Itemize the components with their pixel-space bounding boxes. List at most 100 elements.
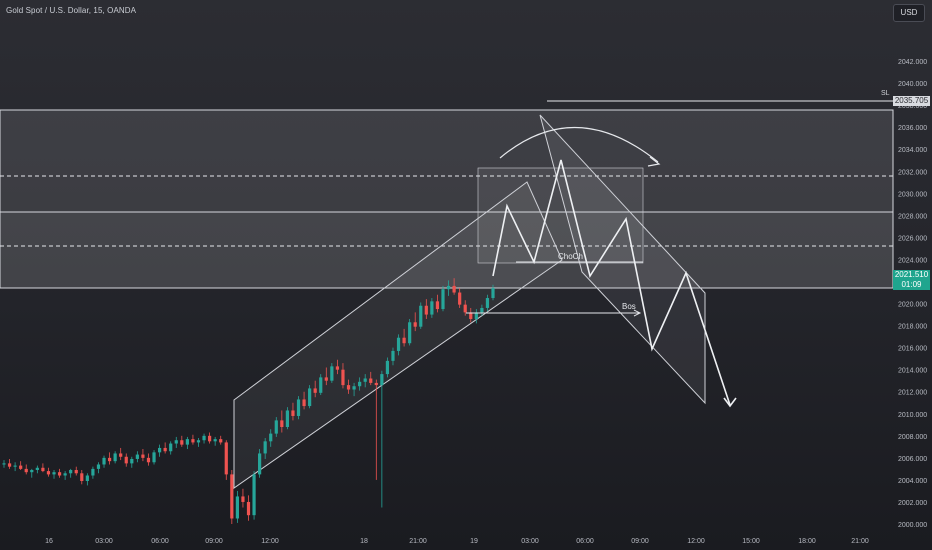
candle-body <box>185 439 189 445</box>
candle-body <box>41 467 45 472</box>
candle-body <box>146 457 151 463</box>
candle-body <box>385 360 390 375</box>
candle-body <box>7 463 12 467</box>
y-tick-label: 2034.000 <box>898 147 927 154</box>
y-tick-label: 2006.000 <box>898 456 927 463</box>
candle-body <box>235 496 239 519</box>
descending-channel <box>539 114 706 405</box>
candle-body <box>396 337 401 351</box>
candle-body <box>408 322 412 344</box>
bar-countdown: 01:09 <box>901 280 922 289</box>
x-tick-label: 21:00 <box>851 538 869 545</box>
channel-drawings <box>233 114 706 489</box>
x-tick-label: 18 <box>360 538 368 545</box>
candle-body <box>202 435 206 441</box>
candle-body <box>30 469 34 473</box>
candle-body <box>480 307 484 313</box>
candle-body <box>424 305 428 315</box>
time-axis[interactable]: 16 03:00 06:00 09:00 12:00 18 21:00 19 03:00 06:0… <box>45 538 869 545</box>
candle-body <box>96 464 101 469</box>
y-tick-label: 2002.000 <box>898 500 927 507</box>
candle-body <box>430 301 434 315</box>
arc-arrow <box>499 126 659 163</box>
candle-body <box>252 474 256 516</box>
candle-body <box>208 435 212 442</box>
candle-body <box>452 285 456 293</box>
candle-body <box>35 467 39 470</box>
candle-body <box>380 374 384 386</box>
candle-body <box>124 456 128 464</box>
candle-body <box>230 474 234 519</box>
candle-body <box>402 337 406 344</box>
candle-series <box>2 278 495 524</box>
candle-body <box>313 388 317 393</box>
candle-body <box>135 454 139 459</box>
candle-body <box>491 288 495 299</box>
candle-body <box>241 496 245 502</box>
price-axis[interactable]: 2000.000 2002.000 2004.000 2006.000 2008.000… <box>898 59 927 529</box>
candle-body <box>485 298 490 308</box>
candle-body <box>180 440 184 445</box>
y-tick-label: 2014.000 <box>898 368 927 375</box>
y-tick-label: 2018.000 <box>898 324 927 331</box>
candle-body <box>369 378 373 383</box>
choch-label: ChoCh <box>558 252 583 261</box>
x-tick-label: 21:00 <box>409 538 427 545</box>
candle-body <box>458 292 462 305</box>
candle-body <box>335 366 340 370</box>
candle-body <box>85 475 89 482</box>
y-tick-label: 2004.000 <box>898 478 927 485</box>
candle-body <box>352 386 356 390</box>
candle-body <box>191 439 195 443</box>
x-tick-label: 06:00 <box>576 538 594 545</box>
candle-body <box>224 442 228 475</box>
candle-body <box>308 388 312 407</box>
candle-body <box>441 289 445 310</box>
candle-body <box>119 453 123 457</box>
candle-body <box>285 410 289 427</box>
candle-body <box>2 463 6 465</box>
y-tick-label: 2012.000 <box>898 390 927 397</box>
candle-body <box>363 378 367 382</box>
candle-body <box>169 443 173 452</box>
x-tick-label: 09:00 <box>205 538 223 545</box>
candle-body <box>291 410 295 416</box>
currency-button[interactable]: USD <box>893 4 925 22</box>
candle-body <box>446 285 451 290</box>
candle-body <box>296 399 301 416</box>
candle-body <box>341 369 345 386</box>
candle-body <box>69 469 73 474</box>
y-tick-label: 2010.000 <box>898 412 927 419</box>
candle-body <box>52 472 56 475</box>
candle-body <box>274 420 278 434</box>
bos-label: Bos <box>622 302 636 311</box>
projection-drawings <box>466 126 737 408</box>
candle-body <box>113 453 117 462</box>
y-tick-label: 2030.000 <box>898 191 927 198</box>
arc-arrowhead <box>647 156 661 167</box>
y-tick-label: 2024.000 <box>898 257 927 264</box>
candle-body <box>196 440 201 443</box>
x-tick-label: 15:00 <box>742 538 760 545</box>
x-tick-label: 06:00 <box>151 538 169 545</box>
y-tick-label: 2028.000 <box>898 213 927 220</box>
candle-body <box>219 439 223 443</box>
candle-body <box>19 465 23 469</box>
target-arrowhead <box>723 397 737 408</box>
y-tick-label: 2036.000 <box>898 125 927 132</box>
symbol-title: Gold Spot / U.S. Dollar, 15, OANDA <box>6 6 137 15</box>
ascending-channel <box>233 181 563 489</box>
candle-body <box>330 366 334 381</box>
x-tick-label: 19 <box>470 538 478 545</box>
candle-body <box>24 468 28 473</box>
candle-body <box>324 377 328 381</box>
candle-body <box>435 301 440 310</box>
candle-body <box>302 399 306 407</box>
candle-body <box>319 377 323 393</box>
bos-arrowhead <box>633 309 642 317</box>
candle-body <box>130 458 134 464</box>
candle-body <box>80 473 84 482</box>
last-price-tag: 2021.510 01:09 <box>893 270 930 290</box>
